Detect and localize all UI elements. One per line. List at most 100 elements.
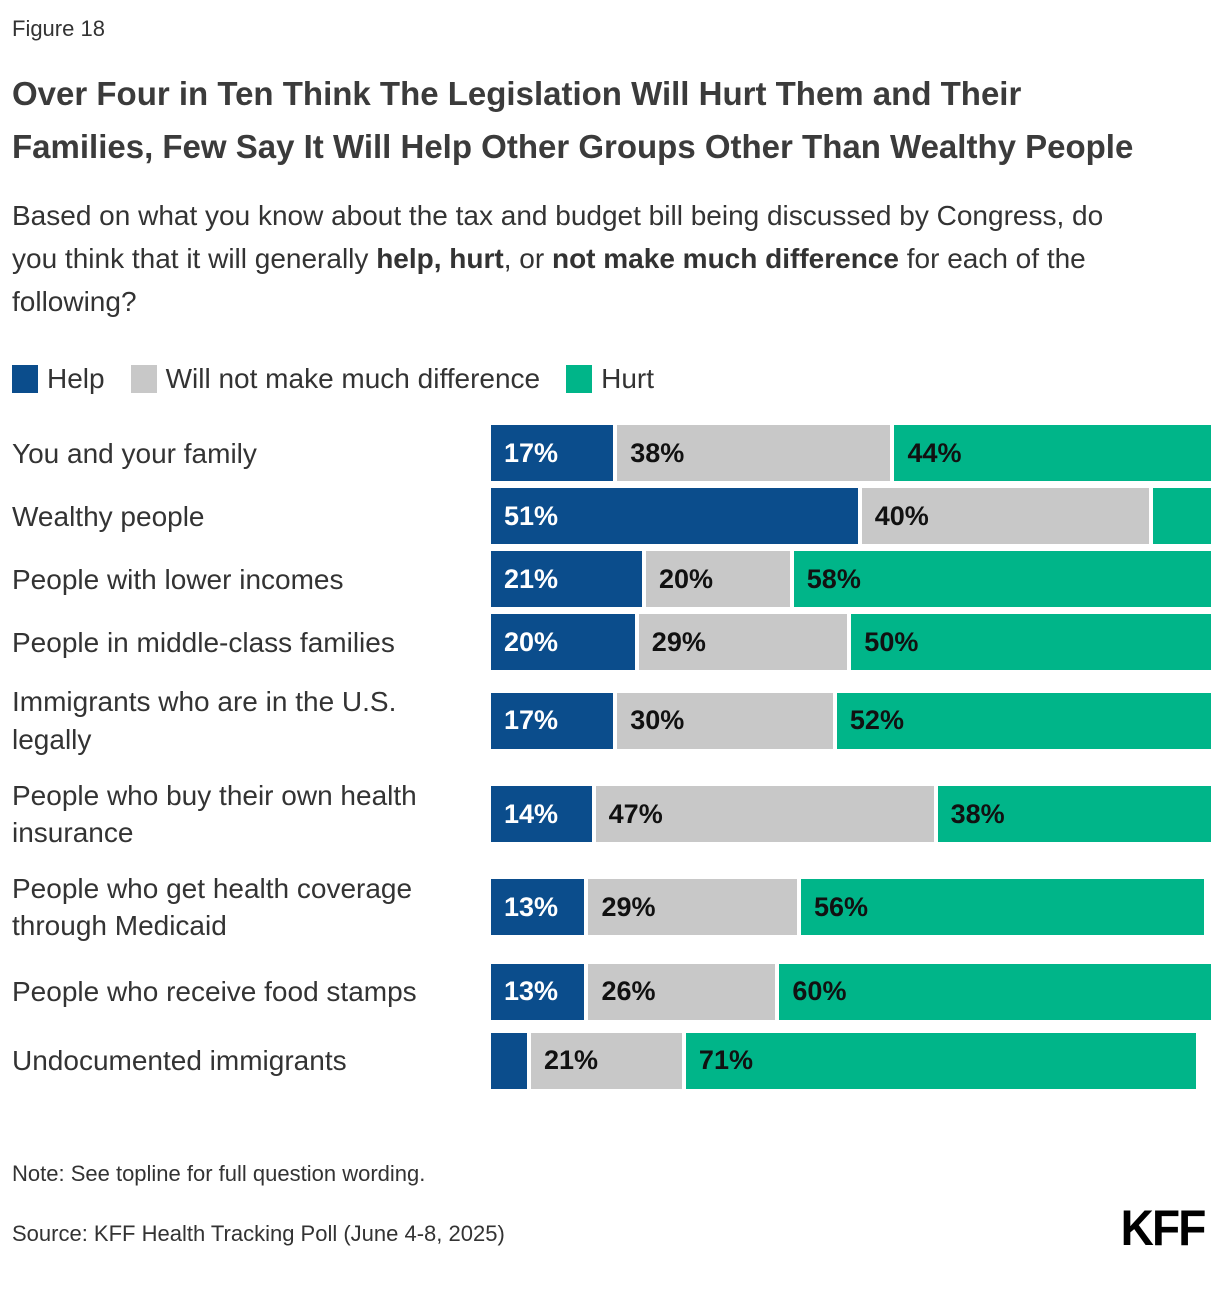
bar-segment-help: 21%: [491, 551, 642, 608]
bar-segment-no_difference: 26%: [588, 963, 776, 1020]
legend-label: Hurt: [601, 363, 655, 395]
segment-value-label: 71%: [698, 1045, 753, 1076]
category-label: You and your family: [12, 437, 257, 469]
bar-segment-no_difference: 21%: [530, 1032, 682, 1089]
subtitle-bold-part: not make much difference: [551, 243, 899, 275]
bar-segment-hurt: 50%: [851, 614, 1211, 671]
subtitle-part: , or: [503, 243, 552, 275]
legend-item-help: Help: [12, 363, 105, 395]
bar-segment-help: 51%: [491, 488, 858, 545]
chart-row: People who receive food stamps 13% 26% 60%: [12, 958, 1211, 1026]
stacked-bar: 14% 47% 38%: [491, 786, 1211, 843]
chart-row: People who buy their own health insuranc…: [12, 771, 1211, 857]
bar-segment-no_difference: 29%: [588, 879, 797, 936]
note: Note: See topline for full question word…: [12, 1160, 426, 1186]
chart-row: You and your family 17% 38% 44%: [12, 425, 1211, 482]
bar-segment-help: 17%: [491, 425, 614, 482]
segment-value-label: 58%: [806, 563, 861, 594]
stacked-bar: 13% 26% 60%: [491, 963, 1211, 1020]
legend-swatch-help: [12, 365, 38, 394]
subtitle-part: for each of the following?: [12, 243, 1086, 318]
stacked-bar: 13% 29% 56%: [491, 879, 1208, 936]
chart-subtitle: Based on what you know about the tax and…: [12, 194, 1147, 323]
segment-value-label: 14%: [504, 798, 559, 829]
bar-segment-help: [491, 1032, 527, 1089]
footer: Source: KFF Health Tracking Poll (June 4…: [12, 1203, 1208, 1253]
segment-value-label: 51%: [504, 500, 559, 531]
bar-segment-hurt: 52%: [836, 692, 1211, 749]
bar-segment-hurt: [1153, 488, 1211, 545]
bar-segment-hurt: 58%: [793, 551, 1211, 608]
segment-value-label: 38%: [950, 798, 1005, 829]
stacked-bar: 51% 40%: [491, 488, 1211, 545]
legend-label: Will not make much difference: [165, 363, 541, 395]
segment-value-label: 29%: [651, 626, 706, 657]
legend: Help Will not make much difference Hurt: [12, 363, 1208, 395]
category-label: People who get health coverage through M…: [12, 873, 413, 942]
stacked-bar: 17% 30% 52%: [491, 692, 1211, 749]
segment-value-label: 17%: [504, 705, 559, 736]
segment-value-label: 21%: [543, 1045, 598, 1076]
segment-value-label: 44%: [907, 437, 962, 468]
stacked-bar: 21% 71%: [491, 1032, 1208, 1089]
segment-value-label: 13%: [504, 891, 559, 922]
subtitle-part: Based on what you know about the tax and…: [12, 199, 1104, 275]
legend-swatch-hurt: [566, 365, 593, 394]
segment-value-label: 21%: [504, 563, 559, 594]
category-label: Undocumented immigrants: [12, 1045, 347, 1077]
segment-value-label: 40%: [874, 500, 929, 531]
category-label: Immigrants who are in the U.S. legally: [12, 686, 397, 755]
segment-value-label: 17%: [504, 437, 559, 468]
bar-segment-no_difference: 47%: [595, 786, 934, 843]
segment-value-label: 13%: [504, 976, 559, 1007]
segment-value-label: 60%: [792, 976, 847, 1007]
segment-value-label: 20%: [658, 563, 714, 594]
segment-value-label: 56%: [813, 891, 869, 922]
bar-segment-hurt: 56%: [800, 879, 1204, 936]
stacked-bar: 20% 29% 50%: [491, 614, 1211, 671]
segment-value-label: 20%: [504, 626, 559, 657]
segment-value-label: 30%: [630, 705, 685, 736]
stacked-bar: 17% 38% 44%: [491, 425, 1211, 482]
stacked-bar: 21% 20% 58%: [491, 551, 1211, 608]
chart-title: Over Four in Ten Think The Legislation W…: [12, 75, 1134, 166]
bar-segment-no_difference: 30%: [617, 692, 833, 749]
category-label: People who buy their own health insuranc…: [12, 779, 417, 849]
category-label: People who receive food stamps: [12, 976, 417, 1008]
segment-value-label: 26%: [601, 976, 656, 1007]
bar-chart: You and your family 17% 38% 44% Wealthy peop…: [12, 425, 1211, 1089]
segment-value-label: 29%: [601, 891, 656, 922]
bar-segment-help: 13%: [491, 963, 585, 1020]
bar-segment-hurt: 71%: [685, 1032, 1197, 1089]
segment-value-label: 50%: [864, 626, 919, 657]
legend-label: Help: [47, 363, 105, 395]
legend-item-no-difference: Will not make much difference: [130, 363, 541, 395]
bar-segment-no_difference: 40%: [861, 488, 1150, 545]
category-label: People in middle-class families: [12, 626, 395, 658]
bar-segment-no_difference: 38%: [617, 425, 891, 482]
subtitle-bold-part: help, hurt: [376, 243, 504, 275]
bar-segment-no_difference: 29%: [638, 614, 848, 671]
chart-row: Immigrants who are in the U.S. legally 17…: [12, 677, 1211, 763]
bar-segment-help: 13%: [491, 879, 585, 936]
bar-segment-hurt: 38%: [937, 786, 1211, 843]
chart-row: People with lower incomes 21% 20% 58%: [12, 551, 1211, 608]
kff-logo: KFF: [1120, 1199, 1206, 1256]
bar-segment-hurt: 60%: [779, 963, 1211, 1020]
chart-row: People in middle-class families 20% 29% 50%: [12, 614, 1211, 671]
segment-value-label: 52%: [849, 705, 904, 736]
category-label: Wealthy people: [12, 500, 205, 532]
bar-segment-hurt: 44%: [894, 425, 1211, 482]
chart-row: Undocumented immigrants 21% 71%: [12, 1032, 1208, 1089]
figure-label: Figure 18: [12, 16, 105, 41]
segment-value-label: 47%: [608, 798, 663, 829]
page: Figure 18 Over Four in Ten Think The Leg…: [12, 16, 1211, 1253]
legend-item-hurt: Hurt: [566, 363, 654, 395]
legend-swatch-no-difference: [130, 365, 157, 394]
segment-value-label: 38%: [630, 437, 685, 468]
source: Source: KFF Health Tracking Poll (June 4…: [12, 1220, 505, 1246]
bar-segment-help: 20%: [491, 614, 635, 671]
bar-segment-no_difference: 20%: [645, 551, 790, 608]
chart-row: People who get health coverage through M…: [12, 864, 1208, 950]
category-label: People with lower incomes: [12, 563, 344, 595]
